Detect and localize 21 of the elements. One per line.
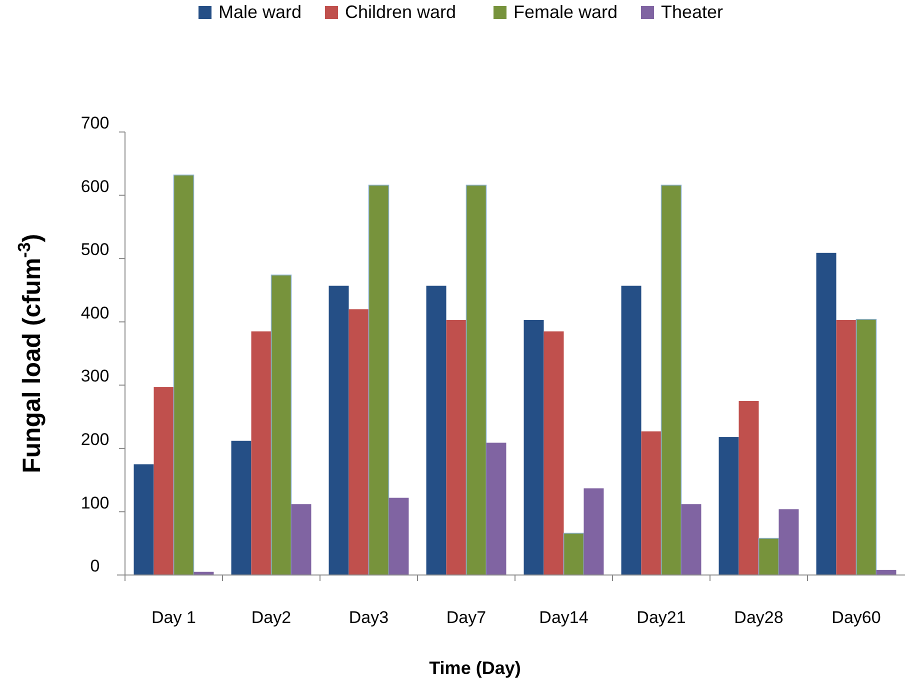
y-tick-label: 200 <box>80 430 110 450</box>
x-tick-label: Day3 <box>348 608 389 627</box>
x-tick-label: Day 1 <box>152 608 196 627</box>
x-tick-label: Day21 <box>636 608 686 627</box>
legend-label: Male ward <box>218 2 302 22</box>
y-tick-label: 400 <box>80 303 110 322</box>
x-tick-label: Day60 <box>832 608 881 627</box>
x-tick-label: Day14 <box>539 608 588 627</box>
x-axis-title: Time (Day) <box>429 658 521 678</box>
y-tick-label: 700 <box>80 114 110 133</box>
legend-label: Theater <box>661 2 724 22</box>
x-tick-label: Day2 <box>251 608 292 627</box>
legend-label: Children ward <box>345 2 456 22</box>
x-tick-label: Day28 <box>734 608 784 627</box>
y-tick-label: 500 <box>80 240 110 260</box>
y-tick-label: 600 <box>80 176 110 196</box>
x-tick-label: Day7 <box>446 608 486 627</box>
y-tick-label: 100 <box>80 493 110 512</box>
legend-label: Female ward <box>514 2 618 22</box>
y-tick-label: 0 <box>90 556 100 576</box>
y-tick-label: 300 <box>80 366 110 386</box>
